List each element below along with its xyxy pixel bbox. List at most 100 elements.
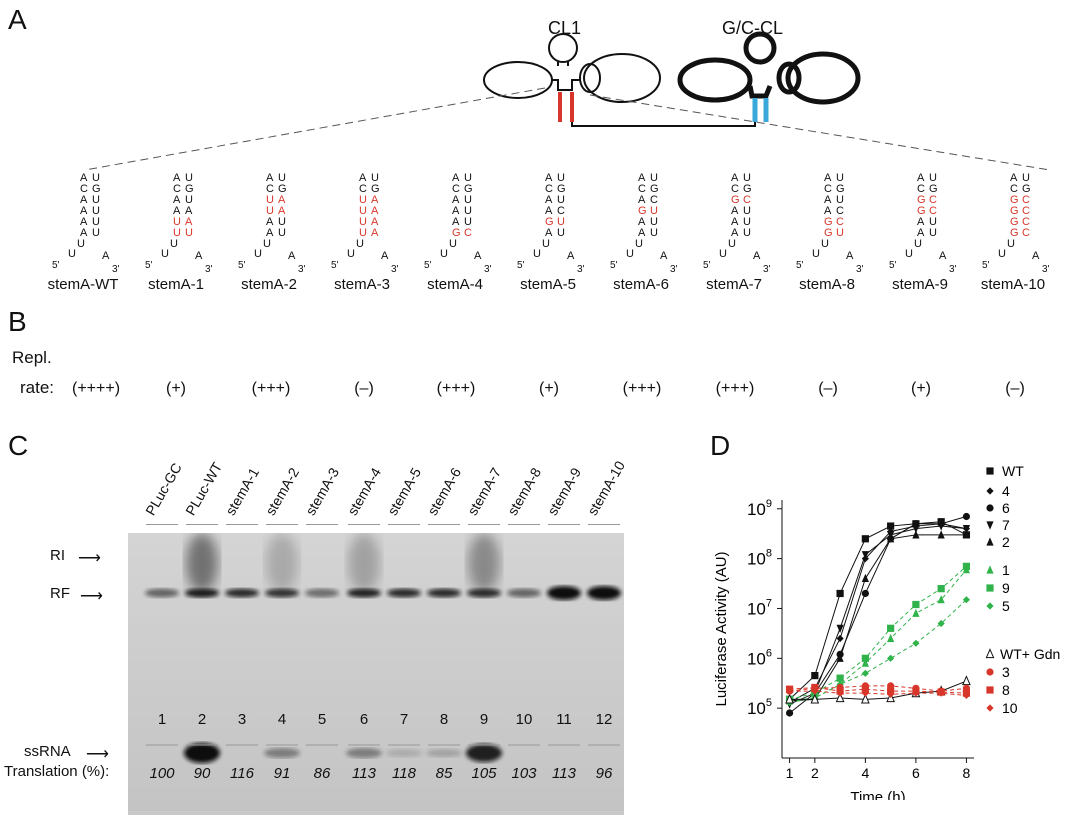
legend-marker [986,487,994,495]
nucleotide: A [917,216,925,228]
nucleotide: U [464,194,472,206]
three-prime-label: 3' [856,264,864,275]
y-tick-label: 105 [747,697,772,718]
nucleotide: C [1022,194,1030,206]
five-prime-label: 5' [145,260,153,271]
three-prime-label: 3' [1042,264,1050,275]
nucleotide: C [836,205,844,217]
data-point [861,573,869,583]
data-point [785,693,794,704]
stem-loop-stemA-10: A C G G G G U U G C C C C A U 5' 3' stemA-10 [968,168,1058,308]
nucleotide: U [449,238,457,250]
legend-label: 8 [1002,682,1010,698]
nucleotide: C [731,183,739,195]
series-line-2 [789,534,967,702]
nucleotide: A [371,216,379,228]
nucleotide: U [743,205,751,217]
stem-name-label: stemA-WT [47,276,119,293]
three-prime-label: 3' [670,264,678,275]
nucleotide: U [347,248,355,260]
lane-separator [266,524,298,525]
ssrna-band [426,749,462,757]
lane-number: 2 [197,711,207,728]
gel-svg [128,533,624,811]
five-prime-label: 5' [703,260,711,271]
zoom-line-right [589,94,1051,171]
lane-separator [306,524,338,525]
data-point [785,709,794,717]
series-line-WT [789,521,967,700]
nucleotide: U [173,227,181,239]
nucleotide: U [650,216,658,228]
nucleotide: U [1022,172,1030,184]
repl-rate-value: (+) [911,380,931,397]
nucleotide: U [905,248,913,260]
stem-name-label: stemA-1 [148,276,204,293]
lane-name-label: stemA-2 [262,464,303,518]
panel-letter-b: B [8,306,27,337]
legend-marker [986,686,994,694]
nucleotide: U [356,238,364,250]
nucleotide: A [1010,172,1018,184]
legend-marker [986,467,994,475]
nucleotide: G [824,216,833,228]
series-line-9 [789,565,967,700]
nucleotide: U [998,248,1006,260]
data-point [836,589,844,598]
ri-label: RI [50,547,65,564]
three-prime-label: 3' [949,264,957,275]
five-prime-label: 5' [238,260,246,271]
nucleotide: U [836,172,844,184]
nucleotide: A [278,194,286,206]
nucleotide: G [464,183,473,195]
lane-name-label: stemA-10 [584,458,628,518]
nucleotide: A [753,250,761,262]
nucleotide: A [288,250,296,262]
data-point [962,512,971,521]
lane-separator [388,524,420,525]
translation-value: 116 [230,765,254,782]
nucleotide: G [557,183,566,195]
nucleotide: A [452,216,460,228]
legend-label: 2 [1002,534,1010,550]
nucleotide: C [464,227,472,239]
nucleotide: G [917,205,926,217]
nucleotide: U [836,194,844,206]
lane-number: 7 [399,711,409,728]
five-prime-label: 5' [610,260,618,271]
nucleotide: A [567,250,575,262]
legend-label: 1 [1002,562,1010,578]
nucleotide: U [728,238,736,250]
three-prime-label: 3' [112,264,120,275]
nucleotide: G [1022,183,1031,195]
lane-number: 9 [479,711,489,728]
nucleotide: A [173,205,181,217]
stem-loop-stemA-WT: A C A A A A U U G U U U U A U 5' 3' stemA-WT [38,168,128,308]
legend-marker [986,537,994,546]
five-prime-label: 5' [52,260,60,271]
data-point [912,525,920,534]
nucleotide: U [185,227,193,239]
nucleotide: A [80,205,88,217]
data-point [962,691,971,700]
lane-number: 6 [359,711,369,728]
repl-rate-value: (+) [539,380,559,397]
data-point [811,687,819,695]
nucleotide: U [371,172,379,184]
nucleotide: U [359,205,367,217]
legend-marker [986,584,994,592]
nucleotide: C [638,183,646,195]
nucleotide: G [1010,205,1019,217]
nucleotide: A [474,250,482,262]
legend-label: 9 [1002,580,1010,596]
legend-marker [986,602,994,610]
nucleotide: U [161,248,169,260]
series-line-6 [789,516,967,714]
nucleotide: U [185,194,193,206]
translation-values-row: 100 90 116 91 86 113 118 85 105 103 113 96 [0,763,700,785]
five-prime-label: 5' [331,260,339,271]
lane-number: 11 [556,711,572,728]
x-tick-label: 2 [811,765,819,781]
five-prime-label: 5' [796,260,804,271]
nucleotide: A [824,194,832,206]
